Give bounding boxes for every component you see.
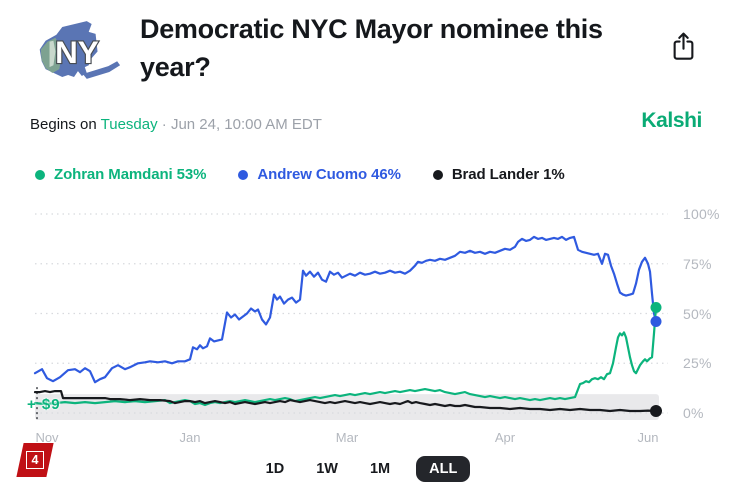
share-icon: [673, 32, 693, 60]
time-range-selector: 1D 1W 1M ALL: [0, 456, 730, 482]
position-profit-label: + $9: [27, 396, 61, 413]
legend-dot-icon: [432, 169, 443, 180]
share-button[interactable]: [668, 31, 698, 63]
ny-icon-text: NY: [55, 35, 99, 70]
time-range-button-1m[interactable]: 1M: [364, 456, 396, 482]
page-title: Democratic NYC Mayor nominee this year?: [140, 14, 603, 82]
legend-label: Zohran Mamdani 53%: [54, 166, 207, 183]
legend-dot-icon: [238, 169, 249, 180]
annotation-badge-number: 4: [26, 451, 44, 469]
x-axis-label-mar: Mar: [335, 430, 359, 445]
legend-label: Brad Lander 1%: [451, 166, 565, 183]
y-axis-label-0: 0%: [683, 405, 704, 421]
kalshi-logo: Kalshi: [641, 109, 702, 132]
series-line-zohran-mamdani: [33, 306, 658, 407]
begins-on-label: Begins on: [30, 116, 101, 133]
ny-state-icon: NY: [39, 21, 121, 79]
y-axis-label-75: 75%: [683, 255, 712, 272]
time-range-button-1d[interactable]: 1D: [260, 456, 291, 482]
legend-dot-icon: [35, 169, 45, 180]
begins-datetime: · Jun 24, 10:00 AM EDT: [157, 116, 322, 133]
series-line-andrew-cuomo: [33, 235, 658, 384]
market-start-info: Begins on Tuesday · Jun 24, 10:00 AM EDT: [30, 116, 322, 133]
x-axis-label-jan: Jan: [179, 430, 201, 445]
legend-item-andrew-cuomo[interactable]: Andrew Cuomo 46%: [238, 166, 401, 183]
series-end-dot-zohran-mamdani: [650, 302, 662, 314]
legend-item-zohran-mamdani[interactable]: Zohran Mamdani 53%: [35, 166, 207, 183]
series-end-dot-brad-lander: [650, 405, 662, 418]
x-axis-label-apr: Apr: [494, 430, 516, 445]
series-end-dot-andrew-cuomo: [650, 315, 662, 327]
begins-day: Tuesday: [100, 116, 158, 133]
series-line-brad-lander: [33, 390, 658, 413]
legend-label: Andrew Cuomo 46%: [257, 166, 401, 183]
time-range-button-all[interactable]: ALL: [416, 456, 471, 482]
y-axis-label-100: 100%: [683, 206, 720, 222]
time-range-button-1w[interactable]: 1W: [310, 456, 344, 482]
y-axis-label-50: 50%: [683, 305, 712, 322]
chart-legend: Zohran Mamdani 53% Andrew Cuomo 46% Brad L…: [35, 166, 565, 183]
legend-item-brad-lander[interactable]: Brad Lander 1%: [432, 166, 565, 183]
y-axis-label-25: 25%: [683, 355, 712, 372]
x-axis-label-nov: Nov: [35, 430, 59, 445]
x-axis-label-jun: Jun: [637, 430, 659, 445]
